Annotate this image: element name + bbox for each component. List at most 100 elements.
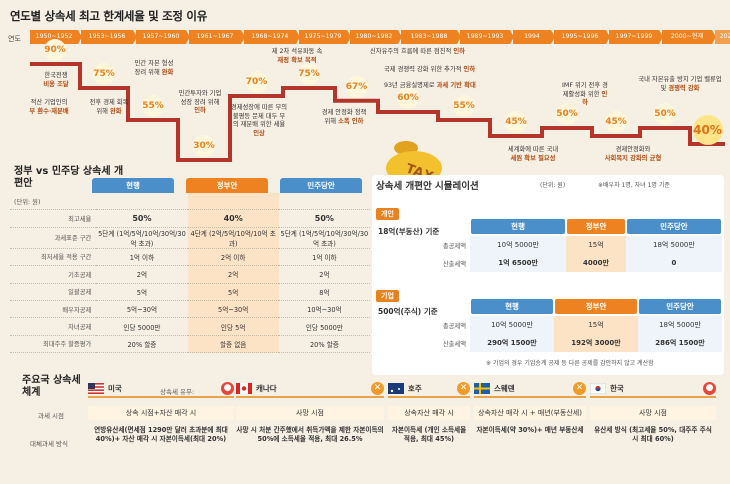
- party-row: 일괄공제 5억 5억 8억: [10, 283, 370, 301]
- country-timing: 상속자산 매각 시: [388, 406, 470, 420]
- country-timing: 상속 시점+자산 매각 시: [88, 406, 234, 420]
- no-tax-x-icon: ✕: [371, 381, 384, 395]
- us-flag-icon: [88, 379, 104, 398]
- party-cell: 인당 5000만: [278, 317, 370, 336]
- party-cell: 4단계 (2억/5억/10억/10억 초과): [187, 227, 279, 249]
- page-title: 연도별 상속세 최고 한계세율 및 조정 이유: [10, 9, 207, 23]
- year-5: 1975~1979: [299, 30, 351, 44]
- party-row: 기초공제 2억 2억 2억: [10, 265, 370, 284]
- party-cell: 20% 할증: [96, 335, 188, 354]
- party-row: 최저세율 적용 구간 1억 이하 2억 이하 1억 이하: [10, 248, 370, 267]
- note-1953: 전후 경제 회복 위해 완화: [89, 99, 129, 115]
- rate-2: 55%: [142, 95, 164, 117]
- year-0: 1950~1952: [30, 30, 82, 44]
- sim-cell: 4000만: [566, 254, 626, 272]
- rate-7: 60%: [397, 87, 419, 109]
- sim-header-0: 현행: [471, 218, 566, 234]
- rate-8: 55%: [453, 95, 475, 117]
- party-cell: 2억: [96, 265, 188, 284]
- country-header-se: 스웨덴 ✕: [474, 380, 586, 398]
- simulation-unit: (단위: 원): [540, 182, 566, 189]
- party-unit: (단위: 원): [10, 193, 97, 211]
- row-method-label: 대체과세 방식: [30, 440, 68, 448]
- country-header-ca: 캐나다 ✕: [236, 380, 384, 398]
- sim-row-label: 산출세액: [442, 260, 466, 268]
- row-timing-label: 과세 시점: [38, 412, 64, 420]
- sim-row-label: 총공제액: [442, 322, 466, 330]
- year-7: 1983~1988: [401, 30, 461, 44]
- country-header-kr: 한국 ●: [589, 380, 716, 398]
- has-tax-icon: ●: [703, 381, 716, 395]
- sim-cell: 18억 5000만: [625, 236, 722, 254]
- rate-13: 40%: [692, 115, 723, 145]
- tax-existence-label: 상속세 유무:: [160, 388, 195, 396]
- party-cell: 5단계 (1억/5억/10억/30억/30억 초과): [96, 227, 188, 249]
- party-row-label: 자녀공제: [10, 317, 97, 336]
- party-row-label: 일괄공제: [10, 283, 97, 301]
- rate-12: 50%: [654, 103, 676, 125]
- party-row: 과세표준 구간 5단계 (1억/5억/10억/30억/30억 초과) 4단계 (2억…: [10, 227, 370, 249]
- party-cell: 2억: [278, 265, 370, 284]
- sim-cell: 192억 3000만: [554, 334, 638, 352]
- party-row-label: 최대주주 할증평가: [10, 335, 97, 354]
- party-compare-title: 정부 vs 민주당 상속세 개편안: [14, 166, 124, 189]
- party-row-label: 최저세율 적용 구간: [10, 248, 97, 267]
- sim-row-label: 산출세액: [442, 340, 466, 348]
- sim-cell: 15억: [554, 316, 638, 334]
- party-cell: 5억~30억: [96, 300, 188, 319]
- year-8: 1989~1993: [460, 30, 514, 44]
- country-name: 스웨덴: [494, 383, 515, 393]
- party-row: 자녀공제 인당 5000만 인당 5억 인당 5000만: [10, 317, 370, 336]
- party-row: 최고세율 50% 40% 50%: [10, 209, 370, 228]
- party-row: 배우자공제 5억~30억 5억~30억 10억~30억: [10, 300, 370, 319]
- country-name: 미국: [108, 383, 122, 393]
- year-10: 1995~1996: [554, 30, 610, 44]
- au-flag-icon: [388, 379, 404, 398]
- individual-tag: 개인: [376, 208, 399, 220]
- country-timing: 사망 시점: [590, 406, 716, 420]
- note-1980: 경제 안정화 정책 위해 소폭 인하: [321, 109, 367, 125]
- note-1989b: 93년 금융실명제로 과세 기반 확대: [384, 82, 476, 89]
- sim-cell: 1억 6500만: [470, 254, 567, 272]
- party-cell: 5억~30억: [187, 300, 279, 319]
- corp-label: 500억(주식) 기준: [378, 307, 438, 316]
- note-1950b: 적산 기업인의 부 환수·재분배: [29, 99, 69, 115]
- note-1983: 신자유주의 흐름에 따른 점진적 인하: [370, 48, 465, 55]
- country-name: 한국: [610, 383, 624, 393]
- sim-cell: 10억 5000만: [470, 236, 567, 254]
- rate-step-line: [30, 62, 725, 162]
- party-cell: 20% 할증: [278, 335, 370, 354]
- party-cell: 2억 이하: [187, 248, 279, 267]
- corp-tag: 기업: [376, 290, 399, 302]
- party-cell: 5단계 (1억/5억/10억/30억/30억 초과): [278, 227, 370, 249]
- party-cell: 10억~30억: [278, 300, 370, 319]
- note-1994: 세계화에 따른 국내 세원 확보 필요성: [507, 146, 559, 162]
- party-header-1: 정부안: [186, 178, 268, 193]
- party-cell: 1억 이하: [96, 248, 188, 267]
- party-cell: 40%: [187, 209, 279, 228]
- party-cell: 인당 5억: [187, 317, 279, 336]
- party-row-label: 기초공제: [10, 265, 97, 284]
- party-cell: 5억: [187, 283, 279, 301]
- year-13: 2024년 개정안: [715, 30, 730, 44]
- note-1975: 제 2차 석유파동 속 재정 확보 목적: [271, 48, 323, 64]
- rate-5: 75%: [298, 63, 320, 85]
- rate-0: 90%: [44, 39, 66, 61]
- rate-4: 70%: [245, 71, 268, 93]
- party-cell: 2억: [187, 265, 279, 284]
- party-cell: 인당 5000만: [96, 317, 188, 336]
- ca-flag-icon: [236, 379, 252, 398]
- note-1950: 한국전쟁 비용 조달: [43, 72, 69, 88]
- simulation-footnote: ※ 기업의 경우 기업승계 공제 등 다른 공제를 감안하지 않고 계산함: [486, 360, 654, 367]
- sim-cell: 15억: [566, 236, 626, 254]
- sim-header-1: 정부안: [567, 218, 625, 234]
- year-11: 1997~1999: [609, 30, 663, 44]
- rate-11: 45%: [605, 111, 627, 133]
- year-6: 1980~1982: [350, 30, 402, 44]
- year-12: 2000~현재: [662, 30, 716, 44]
- note-2024: 국내 자본유출 방지 기업 밸류업 및 경쟁력 강화: [638, 76, 722, 92]
- country-method: 자본이득세(약 30%)+ 매년 부동산세: [476, 426, 584, 434]
- year-timeline: 1950~1952 1953~1956 1957~1960 1961~1967 1968…: [30, 30, 730, 44]
- party-cell: 8억: [278, 283, 370, 301]
- country-method: 사망 시 처분 간주했에서 취득가액을 제한 자본이득의 50%에 소득세율 적…: [236, 426, 384, 443]
